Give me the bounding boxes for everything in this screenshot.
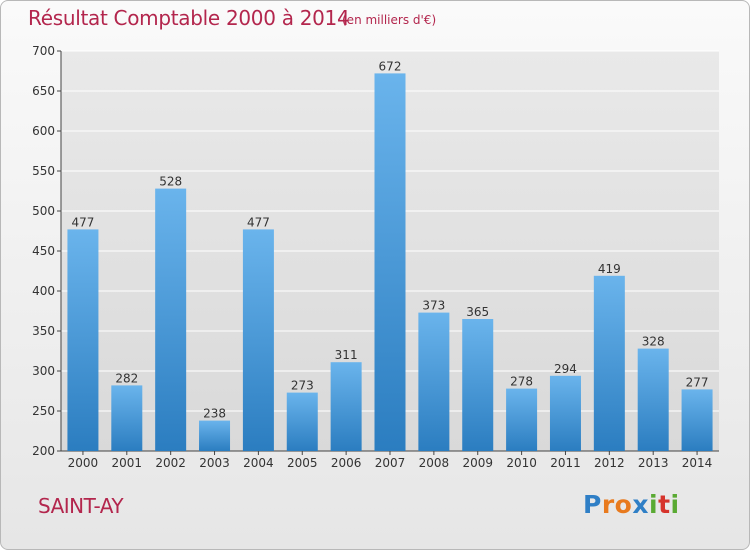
y-tick-label: 600 xyxy=(32,124,55,138)
y-tick-label: 200 xyxy=(32,444,55,458)
bar xyxy=(593,275,625,451)
x-tick-label: 2009 xyxy=(462,456,493,470)
data-label: 311 xyxy=(335,348,358,362)
data-label: 238 xyxy=(203,407,226,421)
chart-subtitle: (en milliers d'€) xyxy=(342,13,437,27)
bar xyxy=(637,348,669,451)
y-tick-label: 650 xyxy=(32,84,55,98)
bar xyxy=(111,385,143,451)
logo-letter: x xyxy=(632,490,649,519)
x-tick-label: 2001 xyxy=(112,456,143,470)
x-tick-label: 2011 xyxy=(550,456,581,470)
x-tick-label: 2000 xyxy=(68,456,99,470)
y-tick-label: 450 xyxy=(32,244,55,258)
y-tick-label: 700 xyxy=(32,44,55,58)
x-tick-label: 2007 xyxy=(375,456,406,470)
data-label: 373 xyxy=(422,299,445,313)
logo-letter: P xyxy=(583,490,602,519)
data-label: 419 xyxy=(598,262,621,276)
x-tick-label: 2004 xyxy=(243,456,274,470)
y-tick-label: 350 xyxy=(32,324,55,338)
chart-title: Résultat Comptable 2000 à 2014 xyxy=(28,6,350,30)
x-tick-label: 2005 xyxy=(287,456,318,470)
data-label: 278 xyxy=(510,375,533,389)
town-name: SAINT-AY xyxy=(38,494,124,518)
y-tick-label: 500 xyxy=(32,204,55,218)
bar xyxy=(462,319,494,451)
bar xyxy=(155,188,187,451)
bar xyxy=(506,388,538,451)
data-label: 477 xyxy=(247,215,270,229)
bar xyxy=(242,229,274,451)
x-tick-label: 2014 xyxy=(682,456,713,470)
data-label: 282 xyxy=(115,371,138,385)
logo-letter: r xyxy=(601,490,615,519)
x-tick-label: 2013 xyxy=(638,456,669,470)
logo-letter: i xyxy=(670,490,680,519)
bar xyxy=(549,375,581,451)
x-tick-label: 2006 xyxy=(331,456,362,470)
x-tick-label: 2012 xyxy=(594,456,625,470)
bar xyxy=(374,73,406,452)
data-label: 273 xyxy=(291,379,314,393)
data-label: 528 xyxy=(159,175,182,189)
proxiti-logo: Proxiti xyxy=(583,490,680,519)
data-label: 672 xyxy=(379,59,402,73)
data-label: 277 xyxy=(686,375,709,389)
bar xyxy=(199,420,231,451)
bar xyxy=(67,229,99,451)
data-label: 365 xyxy=(466,305,489,319)
x-tick-label: 2002 xyxy=(155,456,186,470)
data-label: 477 xyxy=(71,215,94,229)
y-tick-label: 400 xyxy=(32,284,55,298)
y-tick-label: 550 xyxy=(32,164,55,178)
bar xyxy=(330,362,362,451)
x-tick-label: 2003 xyxy=(199,456,230,470)
bar xyxy=(286,392,318,451)
x-tick-label: 2010 xyxy=(506,456,537,470)
y-tick-label: 250 xyxy=(32,404,55,418)
logo-letter: i xyxy=(649,490,659,519)
y-tick-label: 300 xyxy=(32,364,55,378)
bar xyxy=(681,389,713,451)
x-tick-label: 2008 xyxy=(419,456,450,470)
data-label: 294 xyxy=(554,362,577,376)
logo-letter: t xyxy=(658,490,671,519)
bar xyxy=(418,312,450,451)
data-label: 328 xyxy=(642,335,665,349)
logo-letter: o xyxy=(614,490,633,519)
